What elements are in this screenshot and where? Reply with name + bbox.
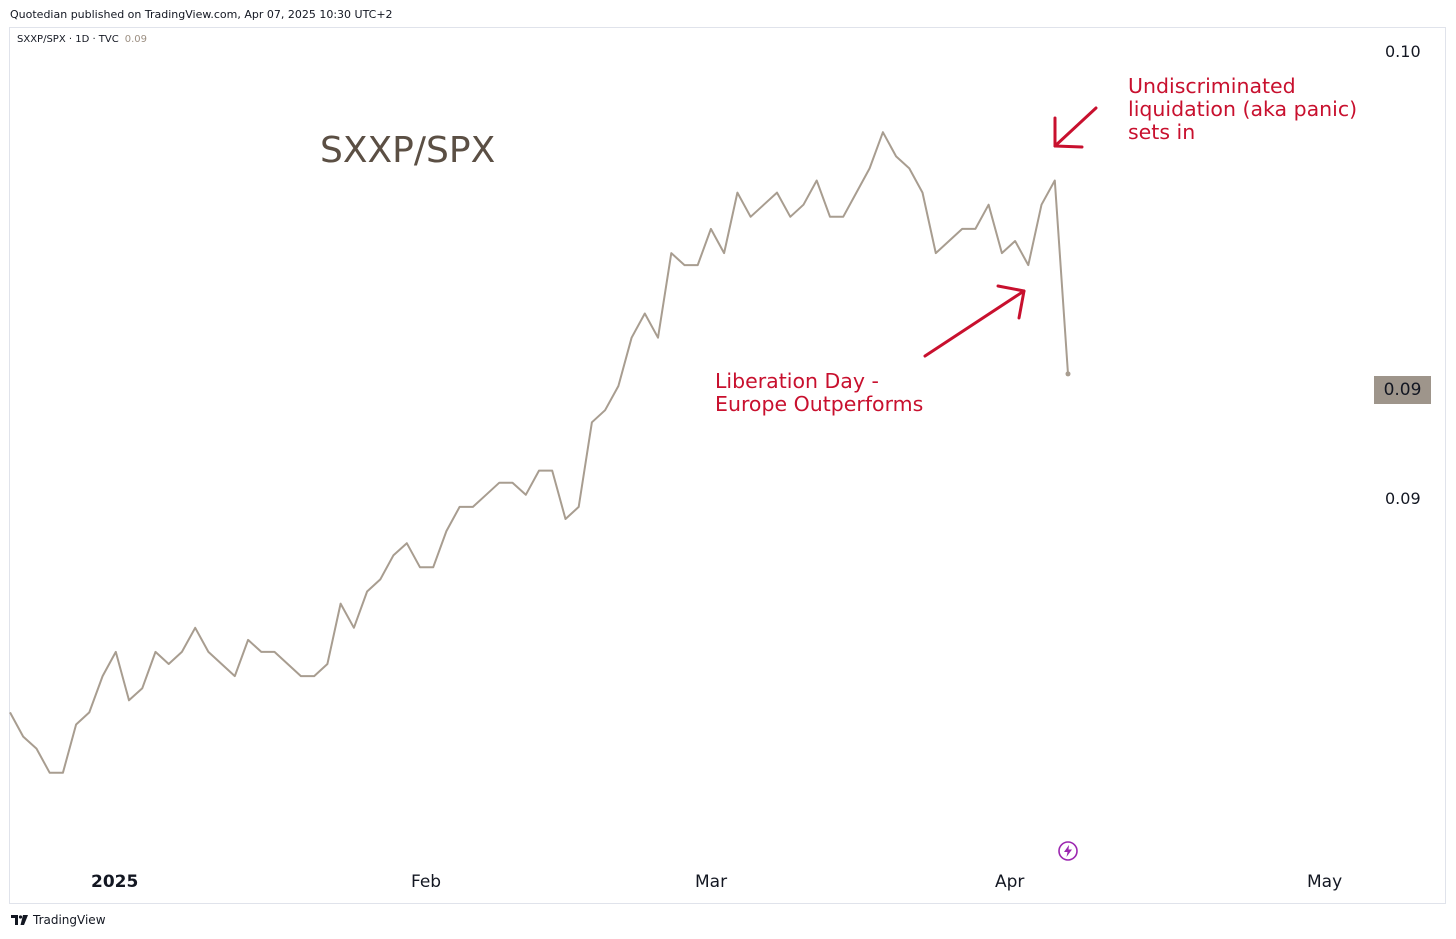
y-tick-bottom: 0.09 xyxy=(1385,489,1421,508)
last-point xyxy=(1066,371,1071,376)
x-tick-may: May xyxy=(1307,872,1342,892)
y-tick-top: 0.10 xyxy=(1385,42,1421,61)
x-tick-2025: 2025 xyxy=(91,872,138,892)
arrow-panic xyxy=(1055,108,1096,147)
footer-brand[interactable]: TradingView xyxy=(11,913,106,927)
annotation-panic: Undiscriminated liquidation (aka panic) … xyxy=(1128,75,1357,144)
x-tick-mar: Mar xyxy=(695,872,727,892)
x-tick-feb: Feb xyxy=(411,872,441,892)
x-tick-apr: Apr xyxy=(995,872,1024,892)
chart-title: SXXP/SPX xyxy=(320,130,495,171)
arrow-liberation-day xyxy=(925,286,1024,356)
footer-brand-label: TradingView xyxy=(33,913,106,927)
annotation-liberation-day: Liberation Day - Europe Outperforms xyxy=(715,370,923,416)
last-price-badge: 0.09 xyxy=(1374,376,1431,404)
tradingview-logo-icon xyxy=(11,914,29,926)
series-line xyxy=(10,132,1068,773)
snapshot-icon[interactable] xyxy=(1057,840,1079,862)
